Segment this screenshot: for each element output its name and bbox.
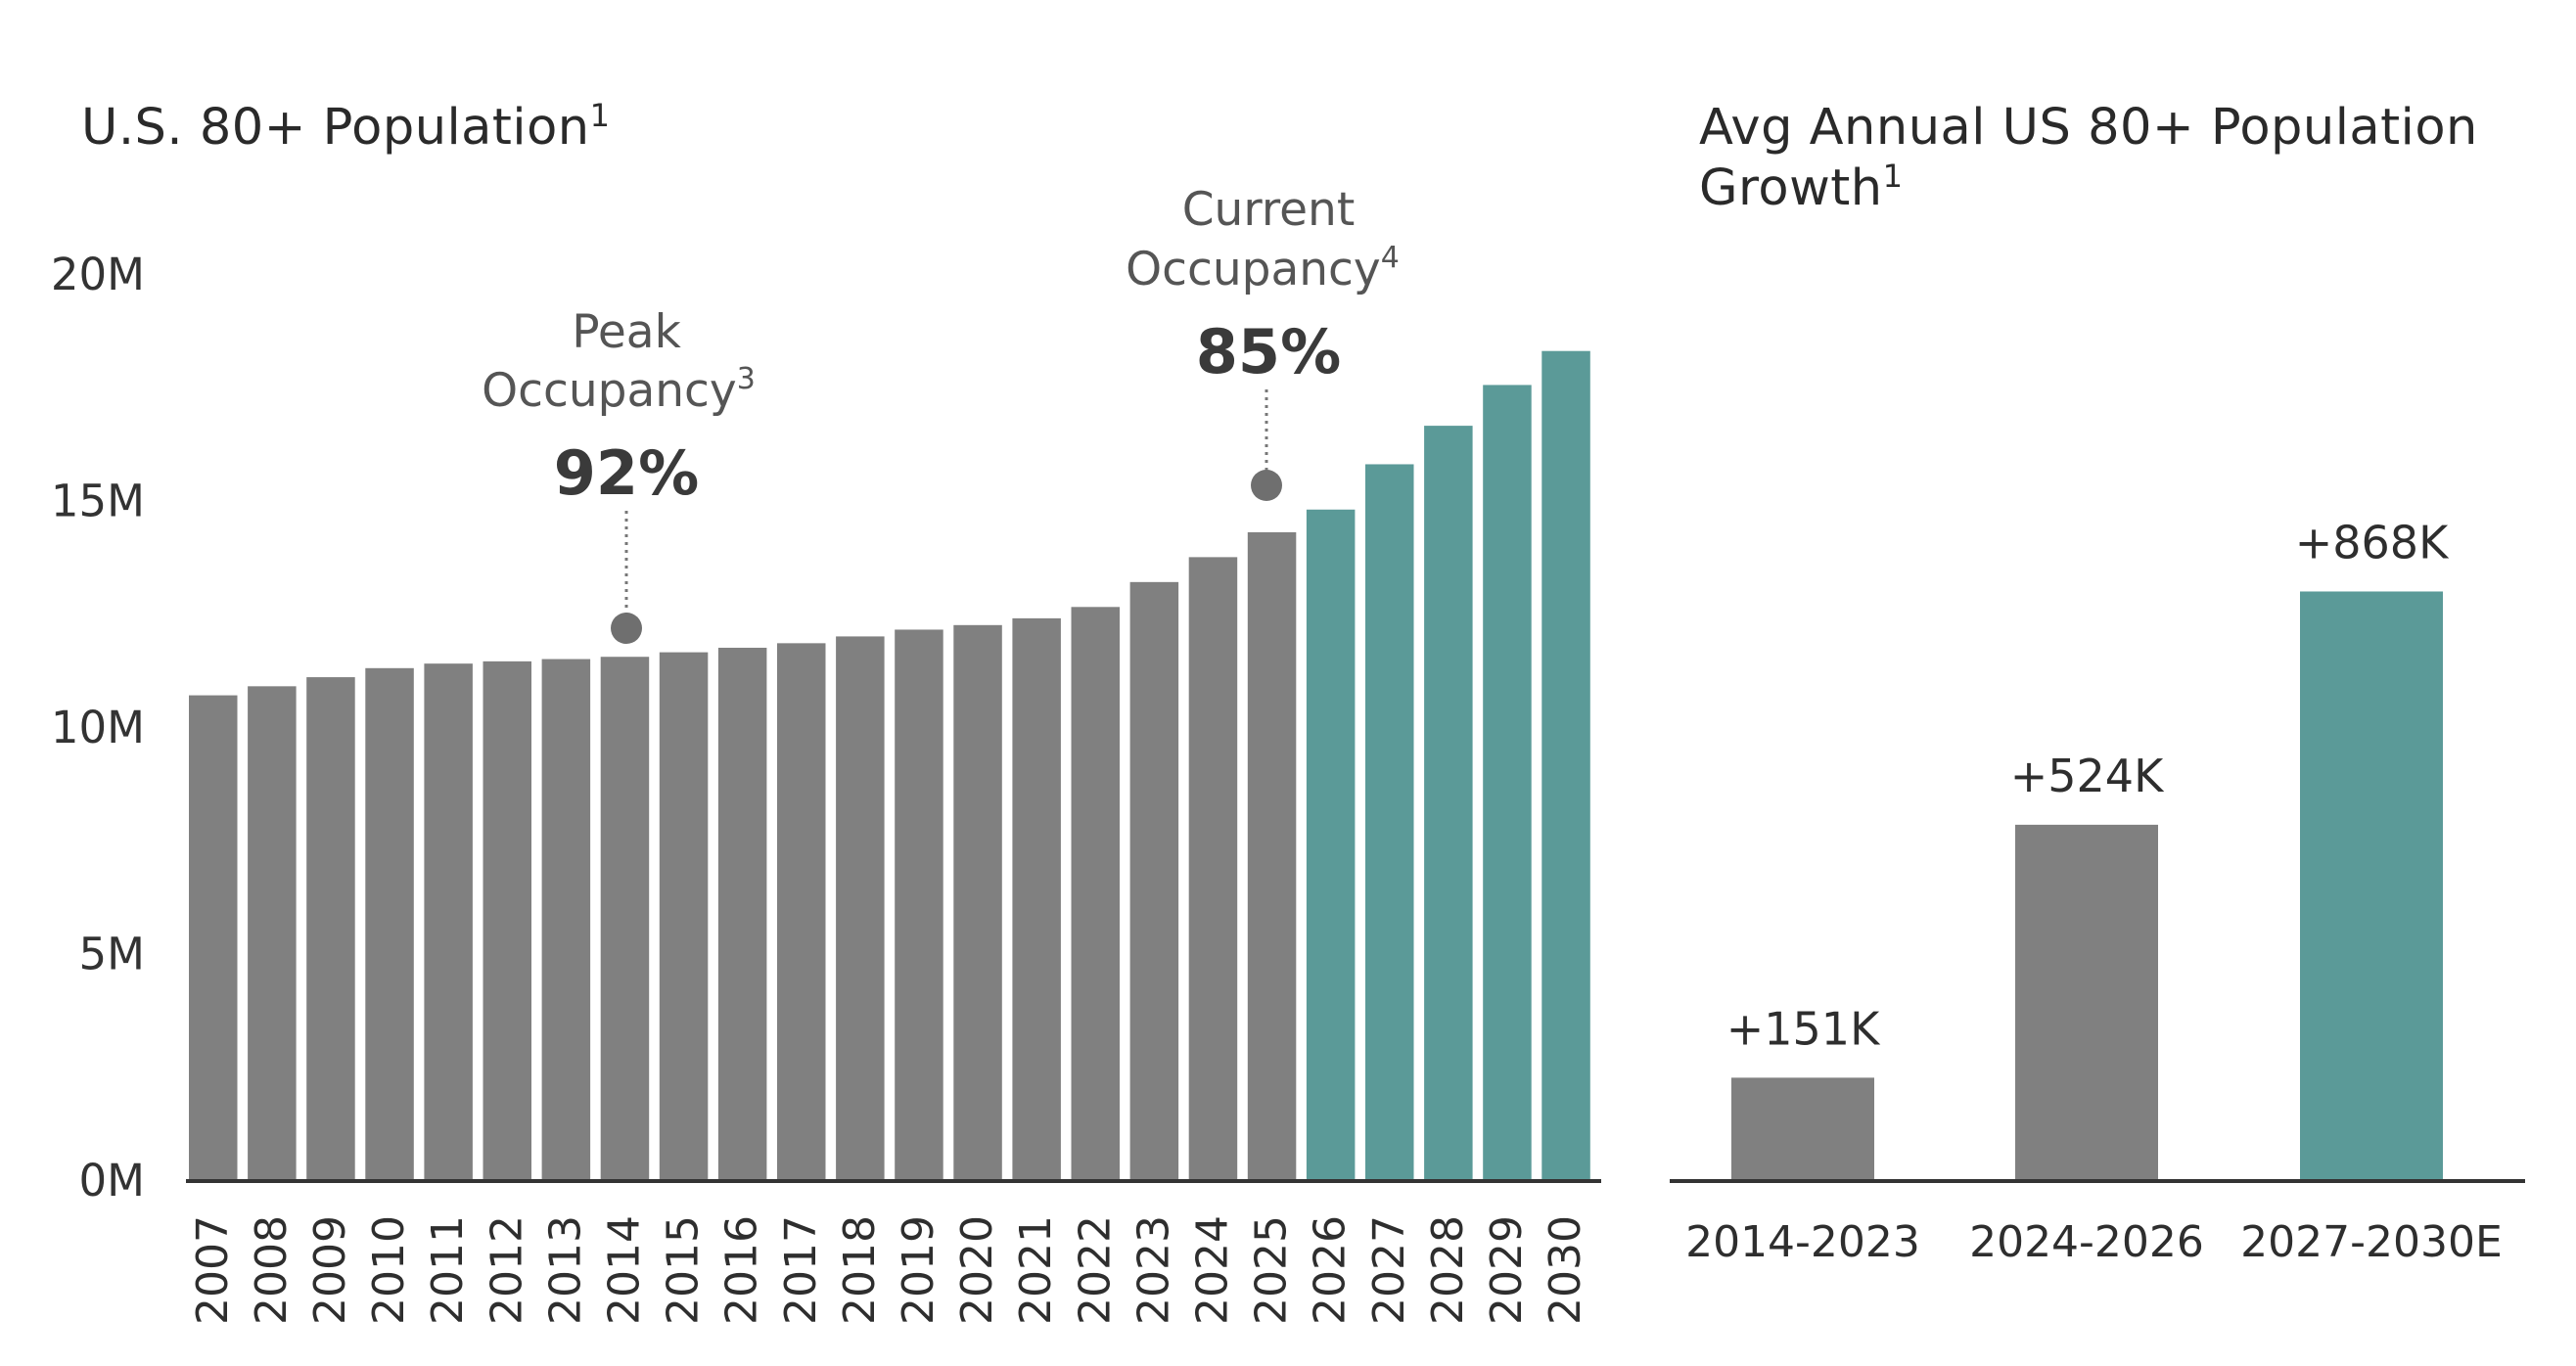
x-tick-label: 2025 <box>1247 1215 1297 1325</box>
bar-2024 <box>1188 557 1238 1180</box>
bar-2011 <box>424 663 473 1180</box>
bar-2018 <box>836 636 885 1180</box>
x-tick-label: 2011 <box>423 1215 473 1325</box>
bar-2016 <box>717 647 767 1180</box>
y-tick-label: 10M <box>51 702 145 753</box>
x-tick-label: 2023 <box>1128 1215 1178 1325</box>
x-tick-label: 2028 <box>1423 1215 1473 1325</box>
current-label-line1: Current <box>1182 183 1356 237</box>
x-tick-label: 2008 <box>247 1215 297 1325</box>
peak-label-line1: Peak <box>572 305 681 359</box>
x-tick-label: 2013 <box>540 1215 590 1325</box>
growth-category-label: 2014-2023 <box>1685 1217 1920 1267</box>
x-tick-label: 2021 <box>1011 1215 1061 1325</box>
x-tick-label: 2027 <box>1364 1215 1414 1325</box>
growth-value-label: +151K <box>1726 1002 1881 1055</box>
peak-label-line2: Occupancy3 <box>482 362 756 418</box>
x-tick-label: 2016 <box>717 1215 767 1325</box>
x-tick-label: 2014 <box>599 1215 649 1325</box>
peak-marker <box>611 613 642 644</box>
bar-2019 <box>895 629 943 1180</box>
y-tick-label: 15M <box>51 476 145 527</box>
peak-occupancy-annotation: Peak Occupancy3 92% <box>482 305 756 644</box>
bar-2009 <box>306 677 355 1180</box>
bar-2025 <box>1247 531 1297 1180</box>
x-tick-label: 2019 <box>894 1215 943 1325</box>
growth-bar-2024-2026 <box>2015 824 2158 1180</box>
x-tick-label: 2020 <box>952 1215 1002 1325</box>
bar-2013 <box>541 659 591 1180</box>
current-label-line2: Occupancy4 <box>1126 241 1400 296</box>
right-growth-chart: +151K 2014-2023 +524K 2024-2026 +868K 2027-20… <box>1670 516 2525 1267</box>
bar-2027 <box>1365 464 1414 1181</box>
growth-bar-2027-2030E <box>2300 591 2443 1180</box>
x-tick-label: 2010 <box>364 1215 414 1325</box>
growth-category-label: 2027-2030E <box>2240 1217 2503 1267</box>
bar-2023 <box>1129 581 1179 1180</box>
bar-2020 <box>953 624 1002 1180</box>
x-tick-label: 2009 <box>305 1215 355 1325</box>
x-tick-label: 2026 <box>1306 1215 1356 1325</box>
bar-2014 <box>600 657 650 1180</box>
y-tick-label: 5M <box>79 929 145 980</box>
growth-value-label: +868K <box>2295 516 2450 569</box>
current-occupancy-annotation: Current Occupancy4 85% <box>1126 183 1400 501</box>
bar-2007 <box>189 695 238 1180</box>
bar-2017 <box>777 643 826 1180</box>
left-chart-title: U.S. 80+ Population1 <box>81 97 611 157</box>
x-tick-label: 2030 <box>1541 1215 1590 1325</box>
current-marker <box>1251 470 1282 501</box>
bar-2015 <box>659 652 709 1180</box>
x-tick-label: 2022 <box>1070 1215 1120 1325</box>
bar-2008 <box>248 686 297 1180</box>
growth-value-label: +524K <box>2010 750 2165 802</box>
x-tick-label: 2018 <box>835 1215 885 1325</box>
bar-2030 <box>1541 350 1590 1181</box>
growth-bar-2014-2023 <box>1731 1077 1874 1180</box>
current-occupancy-value: 85% <box>1196 316 1341 387</box>
y-tick-label: 20M <box>51 249 145 300</box>
bar-2028 <box>1424 426 1473 1181</box>
x-tick-label: 2024 <box>1187 1215 1237 1325</box>
bar-2010 <box>365 667 414 1180</box>
bar-2029 <box>1483 385 1532 1180</box>
bar-2021 <box>1012 617 1061 1180</box>
y-tick-label: 0M <box>79 1155 145 1207</box>
x-tick-label: 2007 <box>188 1215 238 1325</box>
peak-occupancy-value: 92% <box>554 437 699 509</box>
occupancy-annotations: Peak Occupancy3 92% Current Occupancy4 8… <box>482 183 1400 644</box>
bar-2012 <box>483 660 531 1180</box>
bar-2026 <box>1306 509 1356 1180</box>
bar-2022 <box>1071 607 1120 1180</box>
x-tick-label: 2012 <box>482 1215 531 1325</box>
x-tick-label: 2029 <box>1482 1215 1532 1325</box>
growth-category-label: 2024-2026 <box>1969 1217 2204 1267</box>
right-chart-title: Avg Annual US 80+ Population Growth1 <box>1699 99 2478 217</box>
x-tick-label: 2015 <box>659 1215 709 1325</box>
x-tick-label: 2017 <box>776 1215 826 1325</box>
